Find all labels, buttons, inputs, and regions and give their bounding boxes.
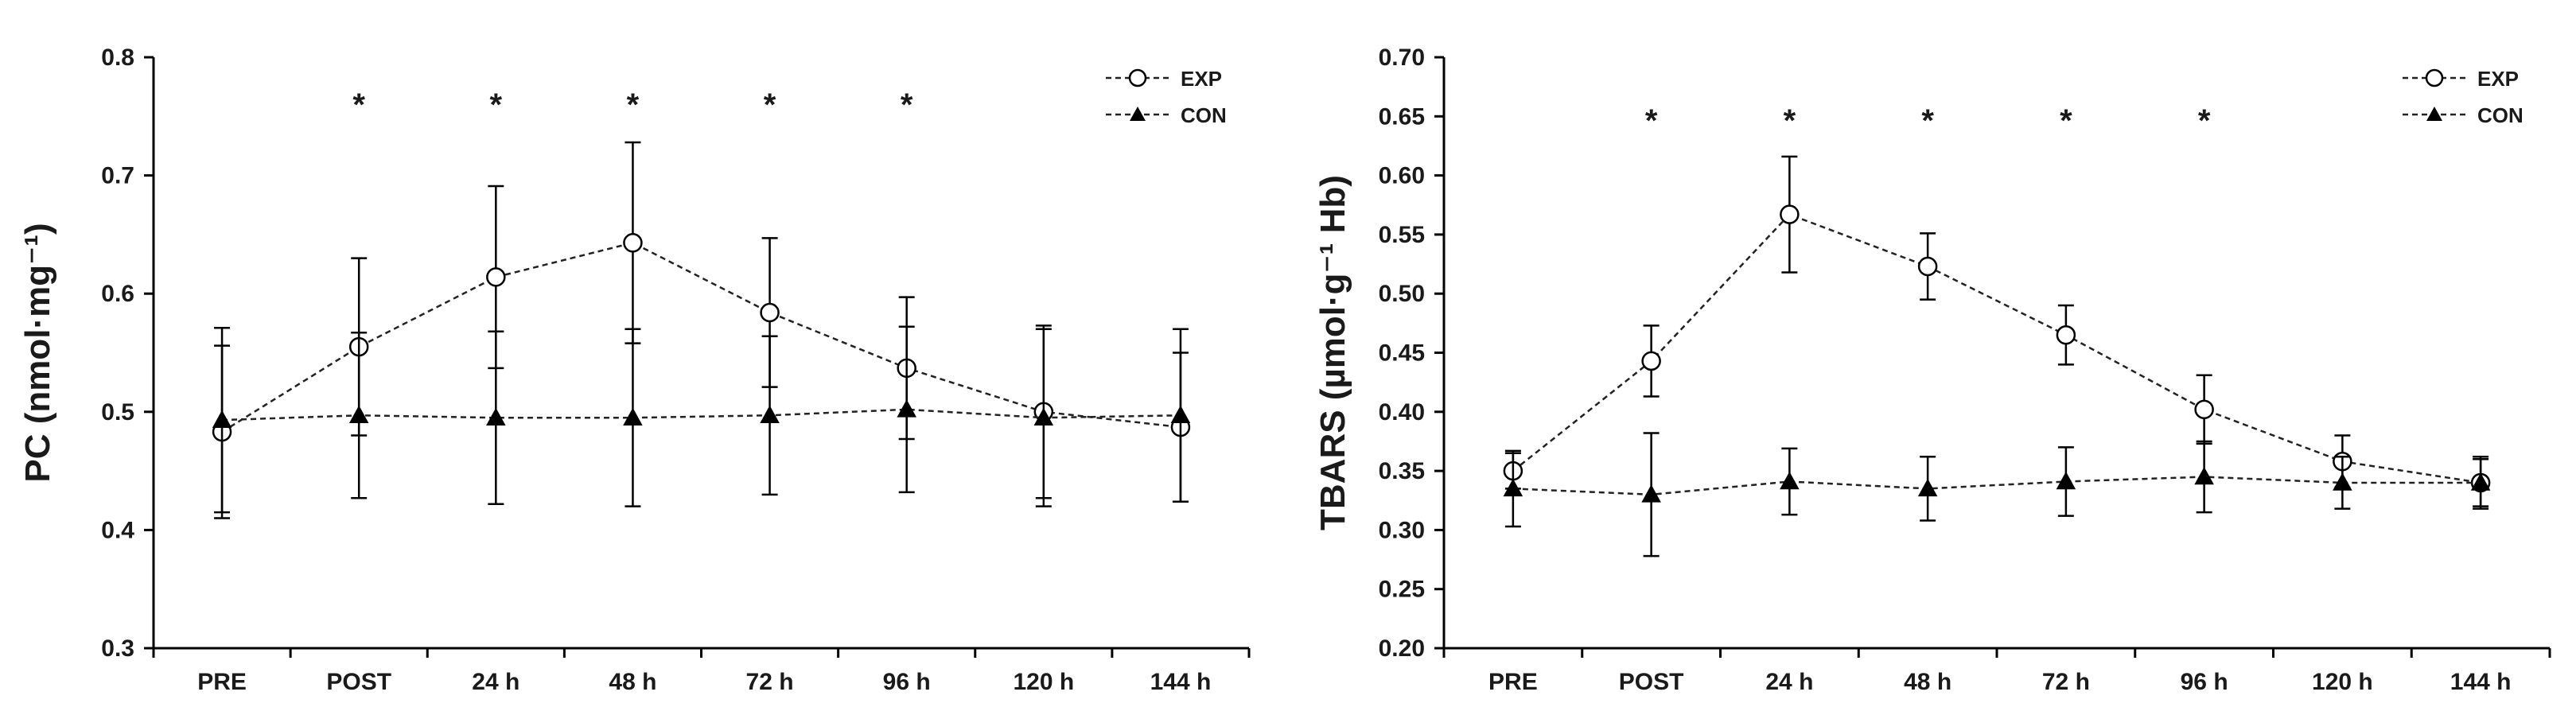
y-tick-label: 0.55 <box>1379 222 1425 248</box>
series-line <box>221 241 1181 433</box>
legend-label: CON <box>1181 103 1227 127</box>
significance-marker: * <box>2198 103 2211 138</box>
data-point <box>2333 472 2352 491</box>
y-axis-title: TBARS (µmol·g⁻¹ Hb) <box>1313 175 1352 530</box>
significance-marker: * <box>901 87 913 122</box>
y-tick-label: 0.20 <box>1379 635 1425 662</box>
legend: EXP CON <box>1106 67 1227 127</box>
y-tick-label: 0.4 <box>101 517 134 543</box>
data-point <box>2470 472 2491 491</box>
x-tick-label: 72 h <box>746 669 794 695</box>
legend-label: EXP <box>1181 67 1222 91</box>
data-point <box>1917 478 1938 497</box>
x-tick-label: POST <box>326 669 391 695</box>
x-tick-label: 144 h <box>2450 669 2512 695</box>
legend-label: CON <box>2477 103 2523 127</box>
x-tick-label: 120 h <box>1013 669 1074 695</box>
data-point <box>212 410 232 428</box>
legend-marker <box>2426 107 2442 121</box>
data-point <box>1917 256 1938 277</box>
data-point <box>2056 324 2076 345</box>
y-tick-label: 0.30 <box>1379 517 1425 543</box>
data-point <box>1641 484 1661 503</box>
significance-marker: * <box>352 87 365 122</box>
x-tick-label: 48 h <box>1904 669 1951 695</box>
y-tick-label: 0.40 <box>1379 399 1425 426</box>
x-tick-label: 96 h <box>883 669 931 695</box>
data-point <box>623 233 643 253</box>
significance-marker: * <box>627 87 640 122</box>
y-tick-label: 0.70 <box>1379 45 1425 71</box>
data-point <box>486 407 506 426</box>
data-point <box>1170 405 1191 424</box>
y-tick-label: 0.6 <box>101 281 134 307</box>
x-tick-label: POST <box>1619 669 1684 695</box>
y-tick-label: 0.3 <box>101 635 134 662</box>
data-point <box>2056 471 2076 490</box>
significance-marker: * <box>1645 103 1658 138</box>
legend-marker <box>2425 68 2444 87</box>
y-tick-label: 0.25 <box>1379 577 1425 603</box>
series-line <box>222 408 1181 422</box>
data-point <box>1033 407 1054 426</box>
x-tick-label: 24 h <box>472 669 519 695</box>
data-point <box>2194 399 2214 420</box>
data-point <box>1503 478 1523 497</box>
y-tick-label: 0.5 <box>101 399 134 426</box>
legend-marker <box>1130 107 1146 121</box>
x-tick-label: 120 h <box>2312 669 2373 695</box>
data-point <box>2194 466 2214 485</box>
significance-marker: * <box>1921 103 1934 138</box>
y-tick-label: 0.50 <box>1379 281 1425 307</box>
x-tick-label: 24 h <box>1765 669 1813 695</box>
series-con <box>212 325 1191 514</box>
chart-panel-2: 0.20 0.25 0.30 0.35 0.40 0.45 0.50 0.55 0.60 0.65… <box>1313 45 2551 695</box>
series-line <box>1512 213 2481 484</box>
data-point <box>760 302 780 323</box>
series-con <box>1503 432 2491 558</box>
significance-marker: * <box>2060 103 2072 138</box>
y-axis-title: PC (nmol·mg⁻¹) <box>18 223 57 482</box>
y-tick-label: 0.7 <box>101 163 134 189</box>
y-tick-label: 0.65 <box>1379 103 1425 130</box>
data-point <box>1641 351 1661 371</box>
data-point <box>760 405 780 424</box>
y-tick-label: 0.35 <box>1379 458 1425 484</box>
x-tick-label: 96 h <box>2181 669 2228 695</box>
x-tick-label: 48 h <box>609 669 656 695</box>
legend-label: EXP <box>2477 67 2519 91</box>
x-tick-label: PRE <box>197 669 247 695</box>
data-point <box>348 405 369 424</box>
x-tick-label: PRE <box>1488 669 1538 695</box>
data-point <box>486 267 506 287</box>
x-tick-label: 72 h <box>2042 669 2090 695</box>
significance-marker: * <box>490 87 503 122</box>
data-point <box>623 407 643 426</box>
data-point <box>897 399 916 418</box>
data-point <box>1780 204 1800 224</box>
significance-marker: * <box>764 87 776 122</box>
y-tick-label: 0.45 <box>1379 340 1425 367</box>
legend: EXP CON <box>2403 67 2523 127</box>
legend-marker <box>1128 68 1147 87</box>
significance-marker: * <box>1784 103 1796 138</box>
y-tick-label: 0.60 <box>1379 163 1425 189</box>
data-point <box>1780 471 1800 490</box>
x-tick-label: 144 h <box>1150 669 1212 695</box>
y-tick-label: 0.8 <box>101 45 134 71</box>
chart-panel-1: 0.3 0.4 0.5 0.6 0.7 0.8 PRE POST 24 h 48 h 72 h 96 … <box>18 45 1251 695</box>
